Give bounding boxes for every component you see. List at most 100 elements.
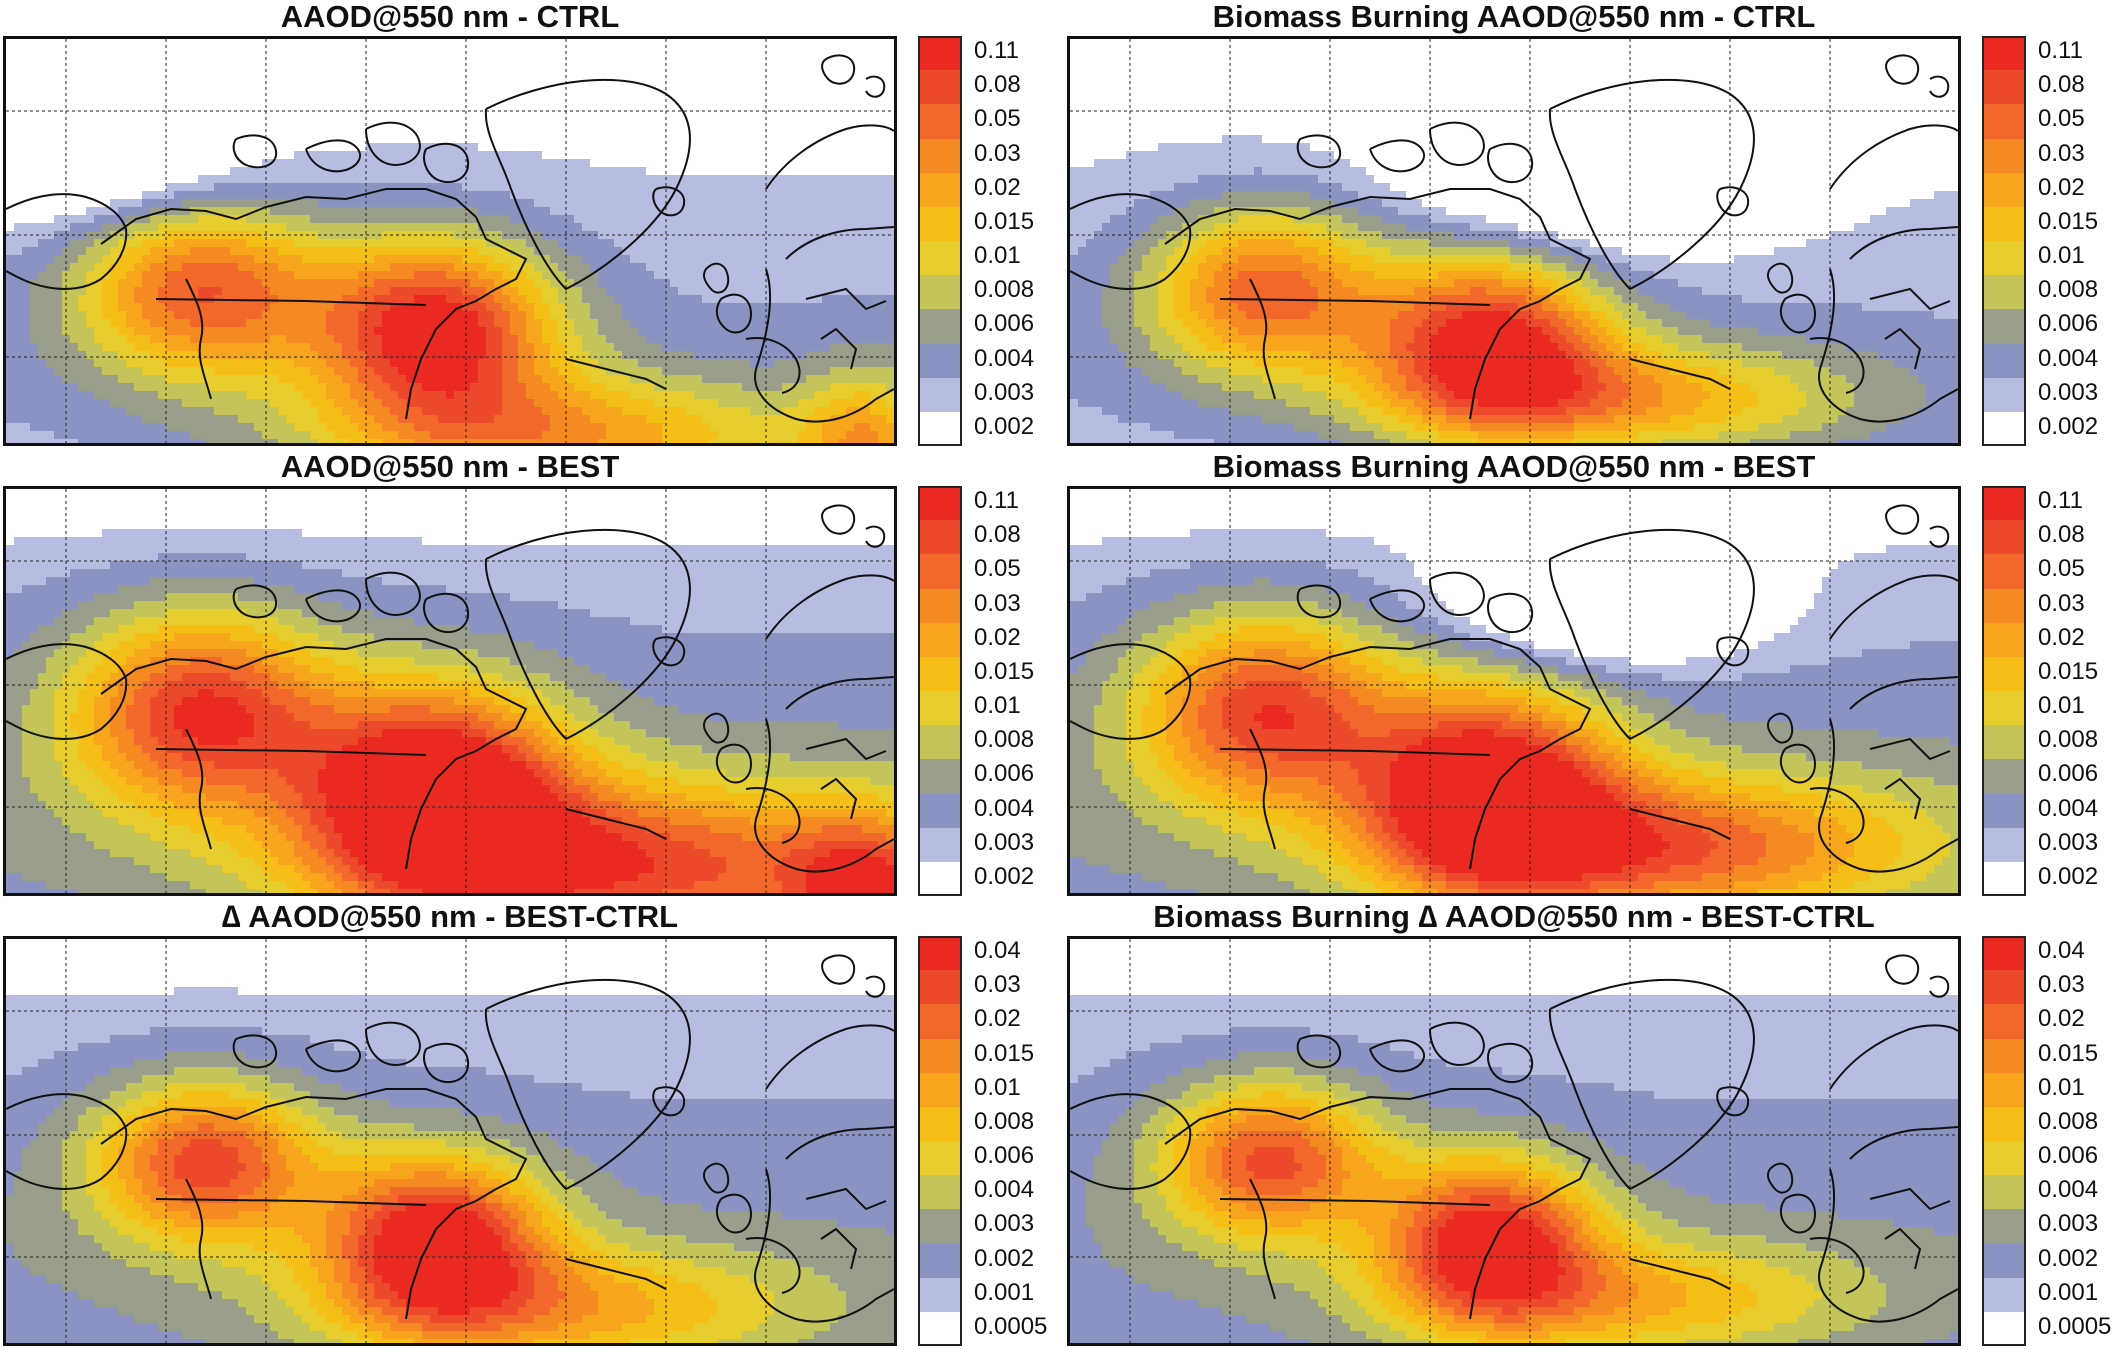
- colorbar-label: 0.015: [974, 1041, 1034, 1066]
- colorbar-swatch: [1982, 861, 2026, 897]
- colorbar-swatch: [918, 377, 962, 413]
- panel-title: AAOD@550 nm - CTRL: [0, 0, 900, 34]
- coastlines: [6, 954, 894, 1323]
- colorbar-swatch: [918, 1277, 962, 1313]
- colorbar-label: 0.08: [974, 523, 1021, 547]
- colorbar-label: 0.02: [2038, 1007, 2085, 1031]
- colorbar-swatch: [1982, 520, 2026, 555]
- aaod-field: [6, 489, 894, 893]
- colorbar-label: 0.001: [974, 1280, 1034, 1305]
- colorbar-label: 0.002: [974, 864, 1034, 889]
- colorbar-swatch: [1982, 793, 2026, 829]
- colorbar-label: 0.03: [2038, 973, 2085, 997]
- colorbar-swatch: [1982, 656, 2026, 692]
- colorbar-swatch: [1982, 206, 2026, 242]
- colorbar-swatch: [918, 759, 962, 794]
- colorbar-swatch: [1982, 104, 2026, 139]
- graticule: [6, 939, 894, 1343]
- colorbar-label: 0.008: [2038, 278, 2098, 302]
- graticule: [1070, 489, 1958, 893]
- colorbar-label: 0.015: [2038, 1041, 2098, 1066]
- colorbar-swatch: [918, 1243, 962, 1279]
- colorbar-swatch: [918, 656, 962, 692]
- colorbar-label: 0.001: [2038, 1280, 2098, 1305]
- colorbar-label: 0.05: [2038, 107, 2085, 131]
- coastlines: [1070, 504, 1958, 873]
- map-panel-bb-best: Biomass Burning AAOD@550 nm - BEST 0.11 0…: [1064, 450, 2128, 900]
- colorbar-swatch: [1982, 1243, 2026, 1279]
- colorbar-swatch: [1982, 1311, 2026, 1347]
- map-area: [3, 936, 897, 1346]
- colorbar-label: 0.004: [974, 1178, 1034, 1202]
- graticule: [6, 489, 894, 893]
- colorbar-swatch: [918, 1038, 962, 1074]
- colorbar: 0.11 0.08 0.05 0.03 0.02 0.015 0.01 0.008 0.006 0…: [918, 486, 1064, 897]
- colorbar-label: 0.08: [2038, 523, 2085, 547]
- colorbar-label: 0.03: [974, 973, 1021, 997]
- colorbar-swatch: [1982, 936, 2026, 971]
- map-panel-bb-ctrl: Biomass Burning AAOD@550 nm - CTRL 0.11 0…: [1064, 0, 2128, 450]
- aaod-field: [1070, 39, 1958, 443]
- colorbar-swatch: [918, 520, 962, 555]
- map-svg: [1070, 39, 1958, 443]
- colorbar-label: 0.03: [2038, 141, 2085, 166]
- colorbar-label: 0.002: [974, 414, 1034, 439]
- colorbar-label: 0.04: [974, 939, 1021, 963]
- colorbar: 0.11 0.08 0.05 0.03 0.02 0.015 0.01 0.008 0.006 0…: [1982, 486, 2128, 897]
- colorbar-label: 0.004: [2038, 796, 2098, 821]
- colorbar-label: 0.05: [974, 107, 1021, 131]
- colorbar-label: 0.004: [2038, 346, 2098, 371]
- colorbar-label: 0.01: [2038, 694, 2085, 718]
- colorbar-swatch: [1982, 691, 2026, 726]
- colorbar-swatch: [918, 793, 962, 829]
- colorbar-label: 0.004: [974, 346, 1034, 371]
- aaod-field: [1070, 939, 1958, 1343]
- colorbar-label: 0.003: [2038, 380, 2098, 405]
- map-panel-delta-bb: Biomass Burning ∆ AAOD@550 nm - BEST-CTR…: [1064, 900, 2128, 1350]
- colorbar-swatch: [1982, 588, 2026, 624]
- colorbar-swatch: [1982, 1106, 2026, 1142]
- colorbar-swatch: [918, 241, 962, 276]
- colorbar-label: 0.01: [974, 1075, 1021, 1100]
- colorbar-label: 0.003: [2038, 1212, 2098, 1236]
- colorbar-label: 0.006: [974, 312, 1034, 336]
- colorbar-swatch: [1982, 1209, 2026, 1244]
- colorbar-swatch: [1982, 486, 2026, 521]
- panel-title: Biomass Burning ∆ AAOD@550 nm - BEST-CTR…: [1064, 900, 1964, 934]
- colorbar-label: 0.01: [974, 244, 1021, 268]
- colorbar-label: 0.003: [2038, 830, 2098, 855]
- colorbar-swatch: [1982, 411, 2026, 447]
- colorbar-swatch: [918, 486, 962, 521]
- colorbar-label: 0.002: [2038, 414, 2098, 439]
- colorbar-label: 0.004: [2038, 1178, 2098, 1202]
- colorbar: 0.04 0.03 0.02 0.015 0.01 0.008 0.006 0.004 0.00…: [1982, 936, 2128, 1347]
- colorbar-label: 0.03: [2038, 591, 2085, 616]
- graticule: [6, 39, 894, 443]
- colorbar-swatch: [918, 36, 962, 71]
- colorbar-label: 0.04: [2038, 939, 2085, 963]
- map-svg: [6, 39, 894, 443]
- colorbar-swatch: [1982, 1038, 2026, 1074]
- colorbar-label: 0.0005: [2038, 1314, 2111, 1339]
- colorbar: 0.04 0.03 0.02 0.015 0.01 0.008 0.006 0.004 0.00…: [918, 936, 1064, 1347]
- colorbar-swatch: [918, 554, 962, 589]
- colorbar-label: 0.003: [974, 830, 1034, 855]
- colorbar-swatch: [1982, 970, 2026, 1005]
- colorbar-swatch: [918, 104, 962, 139]
- colorbar-label: 0.008: [2038, 1109, 2098, 1134]
- colorbar-label: 0.02: [2038, 175, 2085, 200]
- colorbar-label: 0.008: [2038, 728, 2098, 752]
- colorbar-label: 0.08: [974, 73, 1021, 97]
- colorbar-label: 0.05: [2038, 557, 2085, 581]
- colorbar-label: 0.11: [974, 489, 1019, 513]
- map-svg: [1070, 489, 1958, 893]
- colorbar-label: 0.002: [2038, 864, 2098, 889]
- panel-title: Biomass Burning AAOD@550 nm - BEST: [1064, 450, 1964, 484]
- colorbar-label: 0.008: [974, 728, 1034, 752]
- map-svg: [6, 939, 894, 1343]
- map-panel-total-ctrl: AAOD@550 nm - CTRL 0.11 0.08 0.05 0.03 0.02 0…: [0, 0, 1064, 450]
- colorbar-swatch: [918, 275, 962, 310]
- coastlines: [1070, 954, 1958, 1323]
- colorbar-label: 0.006: [2038, 312, 2098, 336]
